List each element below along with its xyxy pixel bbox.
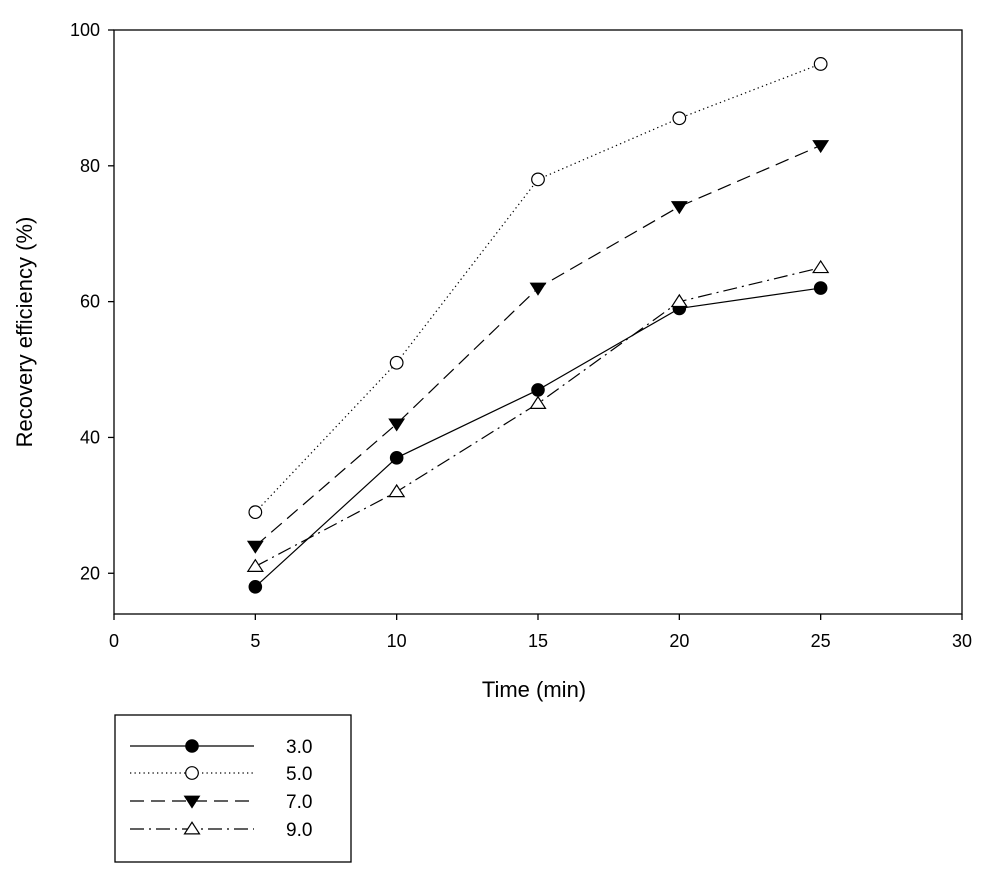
series-line	[255, 267, 821, 567]
series-5.0	[248, 57, 828, 520]
x-tick-label: 20	[669, 631, 689, 651]
legend-label: 5.0	[286, 764, 312, 785]
data-point	[388, 483, 406, 498]
series-7.0	[246, 140, 830, 554]
data-point	[813, 57, 828, 71]
legend: 3.0 5.0 7.0 9.0	[114, 714, 352, 863]
legend-entry: 3.0	[130, 737, 312, 758]
legend-label: 9.0	[286, 820, 312, 841]
series-3.0	[248, 281, 828, 594]
series-layer	[246, 57, 830, 594]
plot-area	[113, 29, 963, 615]
data-point	[246, 558, 264, 572]
legend-marker	[183, 795, 201, 809]
legend-marker	[183, 821, 201, 835]
series-line	[254, 287, 821, 588]
legend-marker	[185, 766, 199, 780]
data-point	[248, 580, 263, 594]
legend-entry: 9.0	[130, 820, 312, 841]
data-point	[672, 111, 687, 126]
data-point	[813, 281, 828, 295]
y-tick-label: 20	[80, 563, 100, 583]
data-point	[529, 395, 547, 409]
y-tick-label: 60	[80, 292, 100, 312]
data-point	[529, 282, 547, 296]
y-axis: 20 40 60 80 100	[70, 20, 114, 583]
data-point	[389, 451, 404, 465]
series-9.0	[246, 259, 830, 572]
legend-entry: 7.0	[130, 792, 312, 813]
data-point	[670, 201, 688, 215]
legend-box	[114, 714, 352, 863]
series-line	[254, 144, 821, 547]
legend-label: 7.0	[286, 792, 312, 813]
data-point	[531, 383, 545, 397]
data-point	[388, 418, 406, 432]
legend-entry: 5.0	[130, 764, 312, 785]
legend-marker	[185, 739, 199, 753]
y-tick-label: 80	[80, 156, 100, 176]
legend-label: 3.0	[286, 737, 312, 758]
x-tick-label: 25	[811, 631, 831, 651]
data-point	[246, 540, 264, 554]
y-tick-label: 100	[70, 20, 100, 40]
x-tick-label: 15	[528, 631, 548, 651]
plot-frame	[113, 29, 963, 615]
data-point	[248, 505, 263, 520]
data-point	[531, 172, 545, 187]
x-tick-label: 10	[387, 631, 407, 651]
y-tick-label: 40	[80, 427, 100, 447]
x-tick-label: 5	[250, 631, 260, 651]
data-point	[389, 355, 404, 370]
x-axis: 0 5 10 15 20 25 30	[109, 614, 972, 651]
data-point	[812, 259, 830, 274]
x-tick-label: 30	[952, 631, 972, 651]
x-tick-label: 0	[109, 631, 119, 651]
data-point	[670, 293, 688, 308]
y-axis-title: Recovery efficiency (%)	[12, 217, 37, 448]
data-point	[812, 140, 830, 154]
x-axis-title: Time (min)	[482, 677, 586, 702]
